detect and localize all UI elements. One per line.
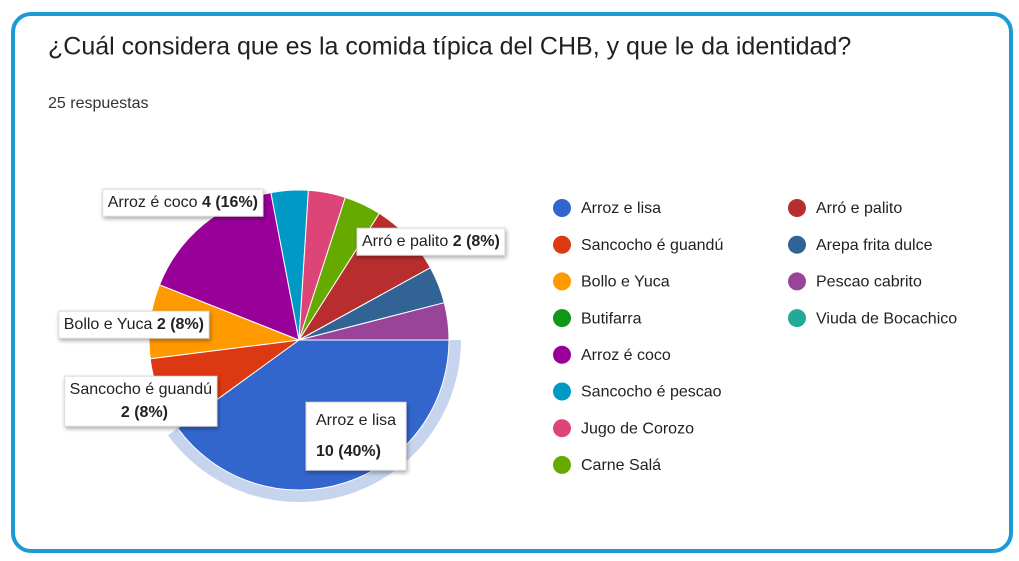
label-box <box>305 401 407 471</box>
label-name: Arroz e lisa <box>316 412 396 429</box>
legend-label: Arroz e lisa <box>581 200 661 217</box>
legend-label: Arepa frita dulce <box>816 237 933 254</box>
legend-swatch <box>788 199 806 217</box>
legend-swatch <box>788 272 806 291</box>
legend-swatch <box>553 272 571 291</box>
label-box <box>58 310 210 339</box>
data-label: Sancocho é guandú 2 (8%) <box>64 375 218 427</box>
label-name: Arró e palito <box>362 233 448 250</box>
label-text: Arroz é coco 4 (16%) <box>108 194 258 211</box>
legend-swatch <box>553 199 571 217</box>
chart-subtitle: 25 respuestas <box>48 95 149 112</box>
label-text: Bollo e Yuca 2 (8%) <box>64 316 204 333</box>
data-label: Arroz e lisa 10 (40%) <box>305 401 407 471</box>
label-text: Sancocho é guandú <box>70 381 212 398</box>
legend-label: Butifarra <box>581 310 642 327</box>
label-text: Arroz e lisa <box>316 412 396 429</box>
legend-label: Bollo e Yuca <box>581 274 670 291</box>
legend-label: Viuda de Bocachico <box>816 310 957 327</box>
label-value: 4 (16%) <box>202 194 258 211</box>
label-name: Bollo e Yuca <box>64 316 153 333</box>
label-value: 2 (8%) <box>453 233 500 250</box>
legend-swatch <box>553 419 571 438</box>
label-box <box>64 375 218 427</box>
label-value: 10 (40%) <box>316 443 381 460</box>
label-text: Arró e palito 2 (8%) <box>362 233 500 250</box>
label-name: Arroz é coco <box>108 194 198 211</box>
legend-swatch <box>788 309 806 328</box>
legend-swatch <box>553 309 571 328</box>
legend-label: Arró e palito <box>816 200 902 217</box>
legend-label: Carne Salá <box>581 457 661 474</box>
chart-title: ¿Cuál considera que es la comida típica … <box>48 33 851 61</box>
legend-swatch <box>553 235 571 254</box>
legend-label: Sancocho é pescao <box>581 384 722 401</box>
legend-label: Arroz é coco <box>581 347 671 364</box>
legend-label: Jugo de Corozo <box>581 420 694 437</box>
label-name: Sancocho é guandú <box>70 381 212 398</box>
label-value: 2 (8%) <box>121 404 168 421</box>
legend-label: Sancocho é guandú <box>581 237 723 254</box>
label-box <box>102 188 264 217</box>
legend-swatch <box>553 382 571 401</box>
data-label: Bollo e Yuca 2 (8%) <box>58 310 210 339</box>
data-label: Arroz é coco 4 (16%) <box>102 188 264 217</box>
legend-label: Pescao cabrito <box>816 274 922 291</box>
legend-swatch <box>553 455 571 474</box>
legend-swatch <box>553 345 571 364</box>
legend-swatch <box>788 235 806 254</box>
label-value: 2 (8%) <box>157 316 204 333</box>
data-label: Arró e palito 2 (8%) <box>356 227 506 256</box>
label-box <box>356 227 506 256</box>
